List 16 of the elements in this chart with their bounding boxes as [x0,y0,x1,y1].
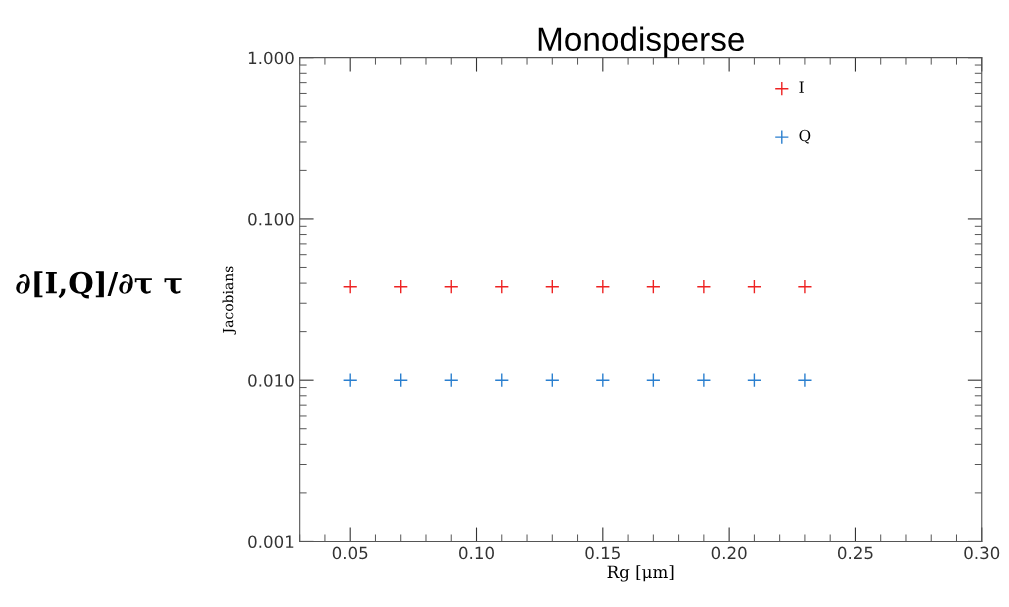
y-tick-label: 1.000 [248,51,294,65]
x-tick-label: 0.30 [964,546,1000,560]
text: ∂[I,Q]/∂τ τ [16,271,182,299]
y-tick-label: 0.001 [248,535,294,549]
x-tick-label: 0.05 [332,546,368,560]
x-tick-label: 0.25 [837,546,873,560]
chart-title: Monodisperse [538,26,744,58]
legend-label: I [799,81,804,93]
x-tick-label: 0.20 [711,546,747,560]
x-axis-title: Rg [μm] [607,565,674,582]
y-tick-label: 0.100 [248,212,294,226]
x-tick-label: 0.10 [459,546,494,560]
y-axis-title: Jacobians [222,266,236,335]
legend-label: Q [799,129,811,144]
x-tick-label: 0.15 [585,546,620,560]
y-tick-label: 0.010 [248,374,294,387]
